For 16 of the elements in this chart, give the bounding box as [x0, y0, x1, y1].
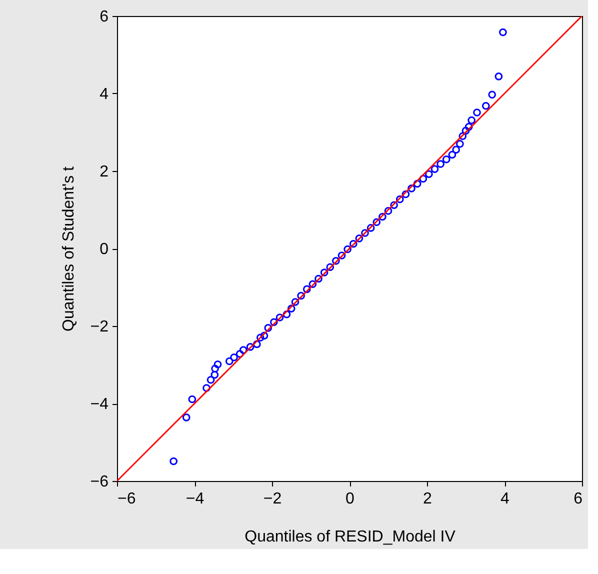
- y-tick-label: −6: [90, 474, 109, 490]
- x-tick-label: −2: [263, 490, 282, 508]
- x-tick-label: 0: [346, 490, 355, 508]
- y-tick-label: 0: [100, 241, 109, 258]
- x-tick-label: 4: [500, 490, 510, 508]
- y-tick-label: 6: [100, 8, 109, 26]
- y-axis-title: Quantiles of Student's t: [60, 166, 78, 332]
- y-tick-label: 2: [100, 164, 109, 180]
- x-tick-label: 2: [423, 490, 432, 508]
- y-tick-label: −4: [90, 396, 109, 413]
- x-tick-label: −6: [118, 490, 136, 508]
- y-tick-label: −2: [90, 318, 109, 336]
- x-axis-title: Quantiles of RESID_Model IV: [244, 528, 456, 546]
- x-tick-label: 6: [574, 490, 583, 508]
- x-tick-label: −4: [186, 490, 204, 508]
- y-tick-label: 4: [100, 86, 109, 103]
